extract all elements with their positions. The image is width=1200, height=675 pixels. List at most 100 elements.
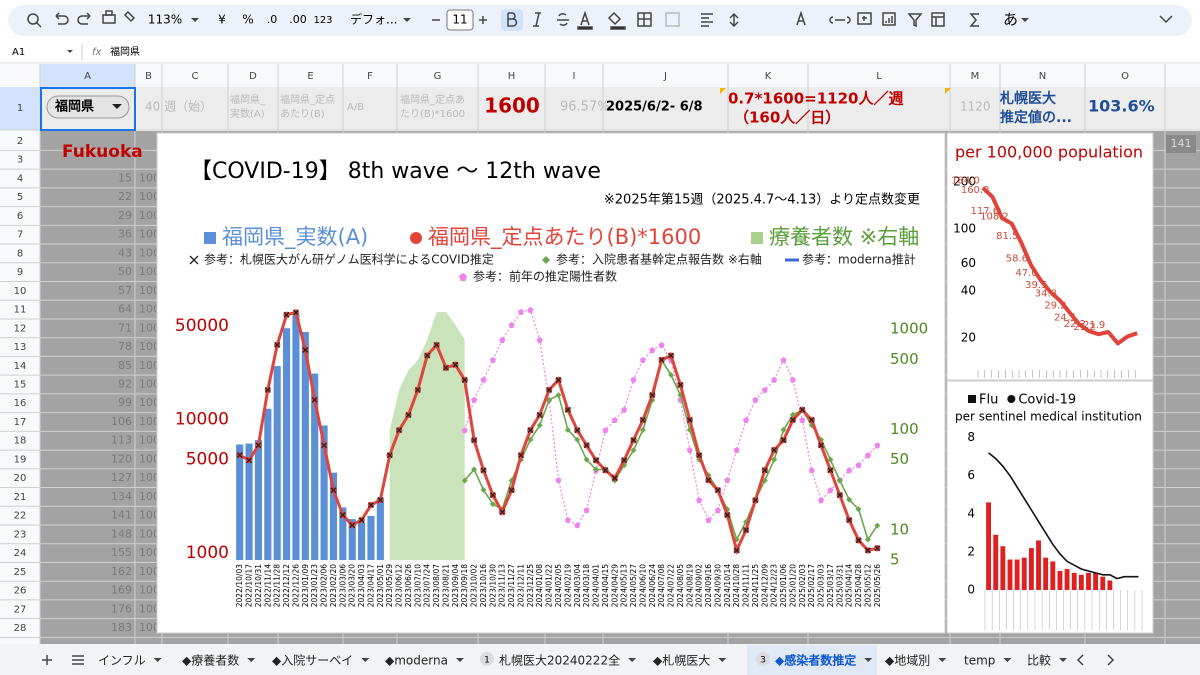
sheet-tab[interactable]: ◆療養者数 (182, 653, 239, 668)
cell-b: 100 (139, 471, 160, 484)
point (555, 392, 562, 399)
bar (273, 366, 281, 560)
column-header-bar (0, 64, 1200, 87)
point (846, 517, 853, 523)
point (696, 452, 703, 459)
add-sheet[interactable] (42, 655, 52, 665)
side-cell[interactable]: 141 (1171, 137, 1192, 150)
cell-o1[interactable]: 103.6% (1088, 97, 1155, 116)
x-tick-label: 2023/11/13 (498, 564, 507, 607)
row-header: 6 (17, 211, 23, 222)
sheet-tab[interactable]: 比較 (1027, 653, 1051, 668)
tab-scroll[interactable] (1076, 654, 1115, 666)
legend-label: 療養者数 ※右軸 (769, 225, 919, 249)
input-mode[interactable]: あ (1003, 11, 1018, 29)
currency-button[interactable]: ¥ (218, 13, 226, 27)
cell-n1[interactable]: 札幌医大 (999, 90, 1056, 107)
point (658, 357, 665, 363)
cell-d1[interactable]: 福岡県_ (230, 93, 266, 106)
rate-chart-panel[interactable] (946, 132, 1154, 381)
column-header: N (1039, 71, 1046, 82)
point (780, 356, 787, 363)
formula-content[interactable]: 福岡県 (110, 45, 140, 58)
cell-a: 155 (111, 546, 132, 559)
row-header: 24 (14, 548, 27, 559)
sheet-tab[interactable]: temp (964, 654, 995, 668)
cell-a: 120 (111, 452, 132, 465)
bar (1093, 572, 1099, 590)
cell-j1[interactable]: 2025/6/2- 6/8 (606, 100, 703, 115)
x-tick-label: 2023/01/23 (310, 564, 319, 607)
point (536, 336, 543, 343)
font-size-box[interactable] (446, 9, 474, 31)
cell-f1[interactable]: A/B (347, 102, 364, 113)
point (574, 427, 581, 434)
decimal-more[interactable]: .00 (289, 13, 307, 26)
point (311, 396, 318, 403)
number-format[interactable]: 123 (313, 15, 332, 26)
cell-e1[interactable]: あたり(B) (280, 108, 325, 120)
point (480, 376, 487, 383)
point (649, 392, 656, 399)
column-header: F (367, 71, 373, 82)
cell-b1[interactable]: 40 週（始） (145, 100, 212, 114)
sheet-tab[interactable]: 札幌医大20240222全 (499, 653, 620, 668)
point (771, 447, 778, 454)
cell-k1[interactable]: 0.7*1600=1120人／週 (728, 90, 903, 108)
cell-a: 162 (111, 565, 132, 578)
bar (283, 328, 291, 560)
point (827, 456, 834, 463)
cell-a2[interactable]: Fukuoka (62, 142, 143, 162)
cell-e1[interactable]: 福岡県_定点 (280, 93, 335, 106)
sheet-tab[interactable]: インフル (98, 654, 146, 668)
cell-d1[interactable]: 実数(A) (230, 107, 265, 120)
sheet-tab[interactable]: ◆札幌医大 (653, 653, 710, 668)
decimal-less[interactable]: .0 (267, 13, 278, 26)
selected-cell[interactable] (40, 87, 136, 131)
point (761, 386, 768, 393)
cell-k1[interactable]: （160人／日） (734, 109, 840, 127)
all-sheets[interactable] (72, 655, 84, 665)
cell-a: 22 (118, 190, 132, 203)
dropdown-chip[interactable] (46, 95, 130, 119)
cell-a: 99 (118, 396, 132, 409)
zoom[interactable]: 113% (148, 13, 182, 27)
cell-a: 106 (111, 415, 132, 428)
font-size[interactable]: 11 (452, 13, 467, 27)
tab-caret (718, 658, 727, 662)
x-tick-label: 2025/04/28 (854, 564, 863, 607)
sheet-tab[interactable]: ◆moderna (385, 654, 448, 668)
sheet-tab[interactable]: ◆入院サーベイ (272, 654, 353, 668)
cell-a: 176 (111, 602, 132, 615)
cell-g1[interactable]: たり(B)*1600 (400, 108, 465, 120)
cell-h1[interactable]: 1600 (484, 94, 540, 118)
collapse-icon[interactable] (1159, 15, 1173, 24)
point (508, 321, 515, 328)
legend-label: 参考：前年の推定陽性者数 (473, 269, 617, 284)
cell-reference[interactable]: A1 (12, 47, 25, 58)
cell-m1[interactable]: 1120 (960, 100, 991, 114)
y-tick-label: 4 (967, 506, 975, 520)
cell-a1[interactable]: 福岡県 (54, 99, 94, 115)
cell-n1[interactable]: 推定値の... (1000, 109, 1072, 126)
bold-active[interactable] (501, 9, 523, 31)
y-tick-label: 5000 (186, 450, 229, 470)
font-select[interactable]: デフォ... (350, 12, 397, 27)
sheet-tab[interactable]: ◆地域別 (885, 654, 930, 668)
point (546, 386, 553, 393)
row-header: 27 (14, 604, 27, 615)
x-tick-label: 2024/05/13 (620, 564, 629, 607)
cell-i1[interactable]: 96.57% (560, 100, 610, 115)
row-header-bar (0, 64, 40, 644)
chart-title: per 100,000 population (955, 143, 1143, 162)
bar (320, 425, 328, 560)
sheet-tab[interactable]: ◆感染者数推定 (775, 653, 856, 668)
cell-b: 100 (139, 359, 160, 372)
point (424, 352, 431, 359)
percent-button[interactable]: % (242, 13, 253, 27)
flu-chart-panel[interactable] (946, 380, 1154, 634)
point (658, 341, 665, 348)
point (621, 457, 628, 464)
cell-g1[interactable]: 福岡県_定点あ (400, 93, 465, 106)
x-tick-label: 2023/02/20 (329, 564, 338, 607)
